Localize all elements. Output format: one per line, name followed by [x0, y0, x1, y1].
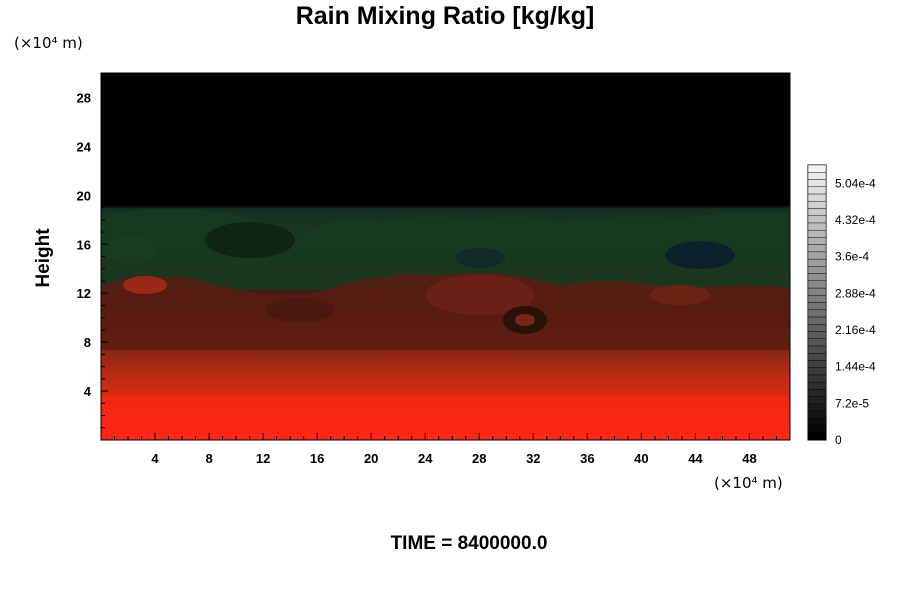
- colorbar-band: [807, 410, 827, 419]
- colorbar-band: [807, 302, 827, 310]
- colorbar-label: 1.44e-4: [835, 360, 876, 374]
- y-tick-label: 28: [77, 90, 91, 105]
- x-tick-label: 32: [526, 451, 540, 466]
- colorbar-band: [807, 396, 827, 405]
- colorbar-band: [807, 244, 827, 253]
- colorbar-band: [807, 287, 827, 296]
- colorbar-band: [807, 222, 827, 231]
- colorbar-band: [807, 258, 827, 267]
- colorbar-band: [807, 403, 827, 412]
- colorbar-band: [807, 352, 827, 361]
- colorbar-label: 3.6e-4: [835, 250, 869, 264]
- y-tick-label: 8: [84, 335, 91, 350]
- colorbar-band: [807, 237, 827, 245]
- colorbar-label: 2.16e-4: [835, 323, 876, 337]
- x-axis: 4 8 12 16 20 24 28 32 36 40 44 48: [114, 433, 777, 466]
- colorbar-band: [807, 374, 827, 383]
- x-tick-label: 24: [418, 451, 433, 466]
- colorbar-label: 4.32e-4: [835, 213, 876, 227]
- surface-band: [101, 395, 790, 440]
- colorbar-band: [807, 418, 827, 426]
- colorbar-band: [807, 229, 827, 238]
- colorbar-labels: 0 7.2e-5 1.44e-4 2.16e-4 2.88e-4 3.6e-4 4.32e-…: [835, 176, 876, 447]
- colorbar-band: [807, 389, 827, 397]
- y-tick-label: 12: [77, 286, 91, 301]
- colorbar-band: [807, 338, 827, 347]
- y-unit-label: (×10⁴ m): [14, 34, 83, 52]
- colorbar-band: [807, 309, 827, 318]
- x-unit-label: (×10⁴ m): [714, 474, 783, 492]
- colorbar-label: 7.2e-5: [835, 396, 869, 410]
- upper-green-features: [101, 209, 790, 290]
- colorbar-band: [807, 208, 827, 216]
- y-tick-label: 4: [84, 384, 92, 399]
- x-tick-label: 28: [472, 451, 486, 466]
- colorbar-band: [807, 164, 827, 173]
- colorbar-band: [807, 172, 827, 180]
- colorbar-band: [807, 295, 827, 303]
- colorbar-band: [807, 432, 827, 441]
- colorbar-band: [807, 200, 827, 209]
- x-tick-label: 48: [742, 451, 756, 466]
- y-axis-title: Height: [33, 228, 54, 288]
- y-axis: 4 8 12 16 20 24 28: [77, 84, 108, 429]
- colorbar-band: [807, 273, 827, 281]
- colorbar-label: 2.88e-4: [835, 286, 876, 300]
- colorbar-band: [807, 324, 827, 332]
- colorbar-band: [807, 251, 827, 260]
- colorbar-band: [807, 367, 827, 376]
- x-tick-label: 4: [151, 451, 159, 466]
- colorbar: 0 7.2e-5 1.44e-4 2.16e-4 2.88e-4 3.6e-4 4.32e-…: [807, 164, 876, 447]
- colorbar-label: 5.04e-4: [835, 176, 876, 190]
- colorbar-label: 0: [835, 433, 842, 447]
- colorbar-band: [807, 381, 827, 390]
- colorbar-band: [807, 215, 827, 224]
- colorbar-band: [807, 186, 827, 195]
- colorbar-band: [807, 193, 827, 202]
- colorbar-band: [807, 179, 827, 187]
- time-label: TIME = 8400000.0: [391, 533, 548, 554]
- colorbar-band: [807, 425, 827, 433]
- colorbar-bands: [807, 164, 827, 441]
- colorbar-band: [807, 360, 827, 368]
- colorbar-band: [807, 345, 827, 354]
- x-tick-label: 44: [688, 451, 703, 466]
- y-tick-label: 20: [77, 188, 91, 203]
- colorbar-band: [807, 316, 827, 325]
- colorbar-band: [807, 331, 827, 339]
- colorbar-band: [807, 280, 827, 289]
- x-tick-label: 20: [364, 451, 378, 466]
- y-tick-label: 16: [77, 237, 91, 252]
- x-tick-label: 40: [634, 451, 648, 466]
- x-tick-label: 36: [580, 451, 594, 466]
- x-tick-label: 16: [310, 451, 324, 466]
- colorbar-band: [807, 266, 827, 274]
- x-tick-label: 12: [256, 451, 270, 466]
- x-tick-label: 8: [205, 451, 212, 466]
- chart-title: Rain Mixing Ratio [kg/kg]: [296, 2, 595, 30]
- mid-level-features: [101, 272, 790, 350]
- heatmap-field: [101, 73, 790, 440]
- y-tick-label: 24: [77, 139, 92, 154]
